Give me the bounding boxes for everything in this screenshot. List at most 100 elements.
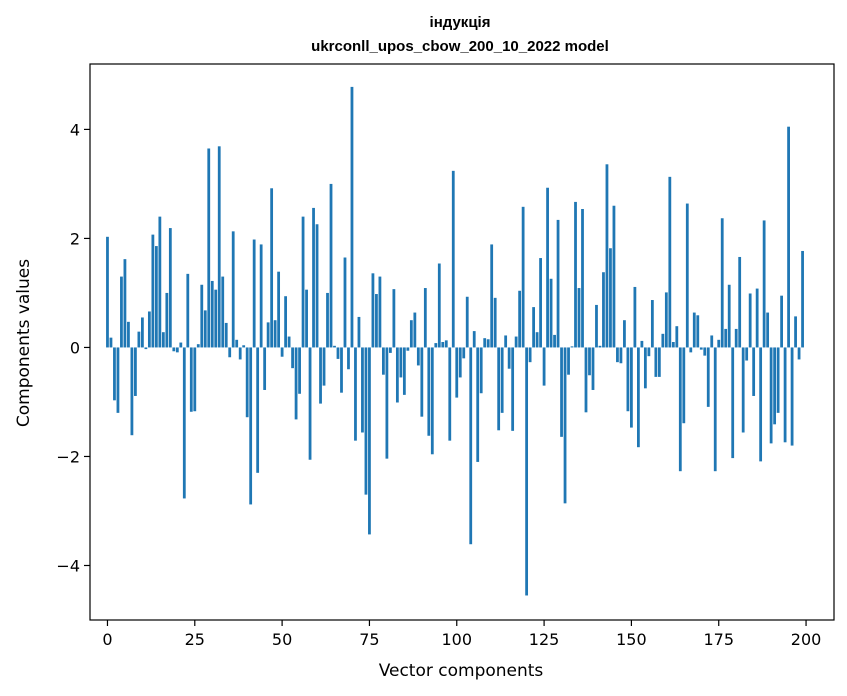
bar-34: [224, 322, 228, 348]
bar-5: [123, 259, 127, 348]
bar-163: [675, 326, 679, 348]
bar-80: [385, 347, 389, 459]
bar-72: [357, 316, 361, 348]
bar-43: [256, 347, 260, 473]
bar-38: [238, 347, 242, 360]
y-tick-label: −4: [56, 556, 80, 575]
bar-179: [731, 347, 735, 459]
bar-136: [581, 209, 584, 348]
bar-118: [518, 290, 522, 348]
bar-76: [371, 273, 375, 348]
bar-67: [340, 347, 343, 393]
bar-77: [375, 294, 378, 348]
bar-135: [577, 288, 581, 348]
bar-0: [106, 236, 109, 348]
bar-178: [727, 284, 731, 348]
bar-18: [168, 228, 172, 348]
bar-164: [678, 347, 682, 472]
bar-190: [769, 347, 773, 444]
bar-52: [287, 336, 291, 348]
bar-92: [427, 347, 431, 436]
bar-4: [120, 276, 123, 348]
bar-193: [780, 295, 783, 348]
bar-138: [588, 347, 591, 376]
bar-155: [647, 347, 651, 357]
bar-61: [319, 347, 322, 404]
x-tick-label: 50: [272, 630, 292, 649]
bar-41: [249, 347, 253, 505]
bar-106: [476, 347, 480, 462]
bar-145: [612, 205, 616, 348]
bar-36: [231, 231, 235, 348]
bar-168: [692, 312, 696, 348]
bar-70: [350, 86, 354, 348]
bar-192: [776, 347, 780, 413]
bar-148: [623, 320, 626, 348]
bar-174: [713, 347, 717, 472]
bar-74: [364, 347, 368, 495]
bar-7: [130, 347, 134, 436]
bar-162: [671, 342, 675, 348]
bar-124: [539, 258, 542, 348]
x-tick-label: 125: [529, 630, 560, 649]
bar-35: [228, 347, 232, 358]
bar-114: [504, 335, 508, 348]
bar-29: [207, 148, 211, 348]
bar-196: [790, 347, 794, 446]
bar-167: [689, 347, 693, 353]
bar-95: [437, 263, 441, 348]
bar-185: [752, 347, 756, 396]
bar-184: [748, 293, 752, 348]
x-axis-label: Vector components: [379, 661, 544, 681]
bar-119: [521, 206, 525, 348]
bar-128: [553, 334, 556, 348]
bar-97: [444, 340, 448, 348]
bar-64: [329, 183, 333, 348]
x-tick-label: 25: [185, 630, 205, 649]
bar-56: [301, 216, 305, 348]
bar-2: [113, 347, 116, 401]
x-axis-ticks: 0 25 50 75 100 125 150 175 200: [102, 620, 821, 649]
bar-103: [465, 296, 469, 348]
bar-110: [490, 244, 494, 348]
bar-3: [116, 347, 120, 413]
bar-189: [766, 312, 770, 348]
bar-154: [643, 347, 647, 389]
bar-90: [420, 347, 424, 417]
bar-172: [706, 347, 710, 407]
bar-98: [448, 347, 452, 441]
bar-171: [703, 347, 707, 356]
bar-186: [755, 288, 759, 348]
x-tick-label: 100: [441, 630, 472, 649]
bar-22: [182, 347, 186, 499]
bars-group: [106, 86, 804, 596]
bar-159: [661, 333, 665, 348]
bar-152: [637, 347, 640, 448]
bar-66: [336, 347, 340, 359]
bar-32: [217, 146, 221, 348]
bar-59: [312, 207, 315, 348]
bar-45: [263, 347, 267, 390]
bar-169: [696, 315, 700, 348]
bar-177: [724, 328, 728, 348]
bar-141: [598, 345, 602, 348]
bar-39: [242, 345, 246, 348]
bar-16: [161, 332, 165, 348]
y-tick-label: 2: [70, 229, 80, 248]
bar-195: [787, 126, 790, 348]
bar-182: [741, 347, 745, 433]
bar-57: [305, 289, 308, 348]
bar-160: [664, 292, 668, 348]
bar-9: [137, 331, 141, 348]
bar-130: [560, 347, 563, 437]
bar-198: [797, 347, 801, 360]
bar-86: [406, 347, 410, 351]
bar-84: [399, 347, 403, 378]
x-tick-label: 75: [359, 630, 379, 649]
x-tick-label: 200: [791, 630, 822, 649]
y-tick-label: 4: [70, 120, 80, 139]
bar-47: [270, 188, 274, 348]
bar-156: [650, 300, 654, 348]
bar-99: [451, 170, 455, 348]
bar-121: [528, 347, 532, 363]
